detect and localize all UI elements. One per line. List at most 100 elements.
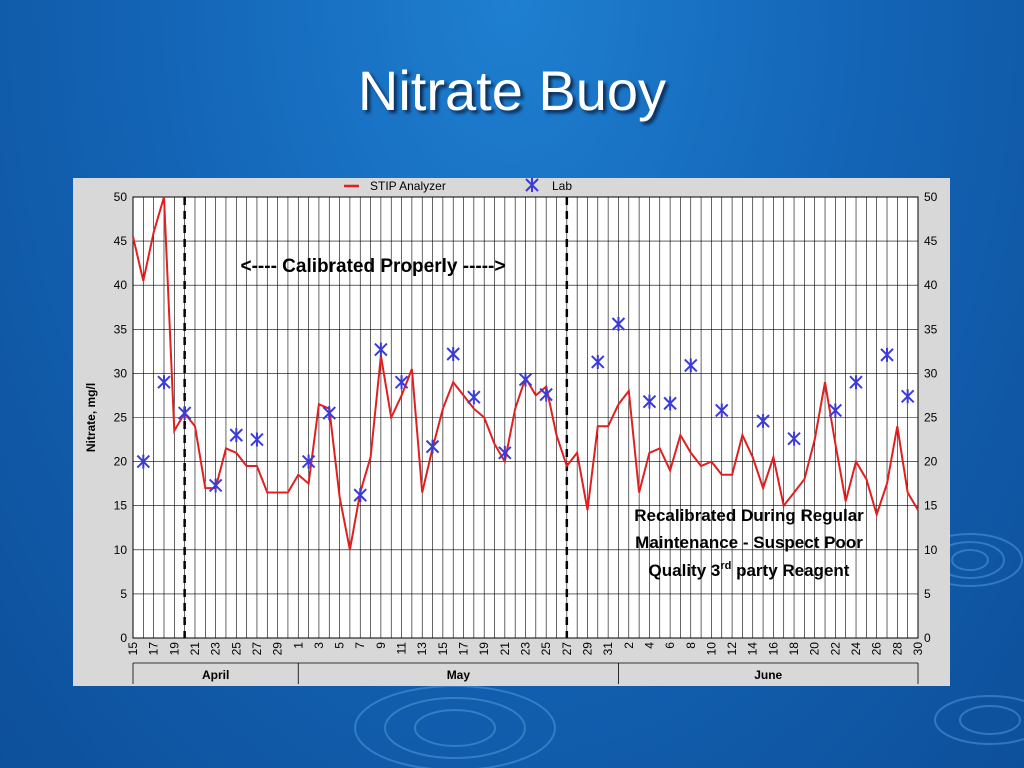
x-tick-label: 22 [828,642,842,656]
x-tick-label: 4 [642,642,656,649]
legend-label-stip: STIP Analyzer [370,179,446,193]
x-tick-label: 25 [229,642,243,656]
slide-title: Nitrate Buoy [357,59,667,122]
lab-point [787,431,801,446]
x-tick-label: 30 [911,642,925,656]
x-tick-label: 25 [539,642,553,656]
x-tick-label: 19 [167,642,181,656]
x-tick-label: 14 [746,642,760,656]
x-tick-label: 5 [333,642,347,649]
lab-point [880,347,894,362]
lab-point [425,439,440,454]
y-tick-label-left: 40 [114,278,128,292]
y-tick-label-right: 15 [924,499,938,513]
x-tick-label: 21 [498,642,512,656]
x-tick-label: 1 [291,642,305,649]
x-tick-label: 21 [188,642,202,656]
x-tick-label: 3 [312,642,326,649]
legend-swatch-lab [525,178,539,192]
x-tick-label: 15 [126,642,140,656]
legend-label-lab: Lab [552,179,572,193]
y-tick-label-left: 15 [114,499,128,513]
lab-point [208,478,223,493]
x-tick-label: 31 [601,642,615,656]
calibrated-properly-label: <---- Calibrated Properly -----> [241,256,506,277]
x-tick-label: 29 [271,642,285,656]
x-tick-label: 19 [477,642,491,656]
x-tick-label: 13 [415,642,429,656]
recalibrated-label-line2: Maintenance - Suspect Poor [635,533,863,552]
x-tick-label: 7 [353,642,367,649]
x-tick-label: 16 [766,642,780,656]
lab-point [177,406,192,421]
lab-point [374,342,388,357]
y-tick-label-right: 50 [924,190,938,204]
recalibrated-label-line3: Quality 3rd party Reagent [649,560,850,580]
x-tick-label: 18 [787,642,801,656]
lab-point [467,390,481,405]
lab-point [684,358,698,373]
y-tick-label-left: 0 [120,631,127,645]
lab-point [849,375,863,390]
lab-point [322,406,336,421]
y-tick-label-right: 40 [924,278,938,292]
lab-point [828,403,843,418]
x-tick-label: 17 [147,642,161,656]
lab-point [229,428,243,443]
y-axis-label: Nitrate, mg/l [84,383,98,452]
x-tick-label: 15 [436,642,450,656]
x-tick-label: 10 [704,642,718,656]
lab-point [539,387,553,402]
y-tick-label-right: 45 [924,234,938,248]
y-tick-label-right: 0 [924,631,931,645]
y-tick-label-left: 30 [114,366,128,380]
y-tick-label-right: 5 [924,587,931,601]
lab-point [136,454,151,469]
y-tick-label-right: 25 [924,411,938,425]
x-tick-label: 23 [519,642,533,656]
month-label: June [754,668,782,682]
y-tick-label-left: 50 [114,190,128,204]
lab-series [136,317,915,503]
lab-point [446,346,460,361]
chart-panel: 0 0 5 5 10 10 15 15 20 20 25 25 30 30 35 35 40 40 45 45 50 50… [73,178,950,686]
lab-point [394,375,409,390]
y-tick-label-left: 20 [114,455,128,469]
x-tick-label: 12 [725,642,739,656]
x-tick-label: 6 [663,642,677,649]
y-tick-label-left: 45 [114,234,128,248]
y-tick-label-right: 10 [924,543,938,557]
chart-grid [132,196,919,639]
y-tick-label-left: 25 [114,411,128,425]
lab-point [715,403,729,418]
x-tick-label: 23 [209,642,223,656]
lab-point [663,396,677,411]
chart-legend: STIP Analyzer Lab [344,178,572,193]
lab-point [353,488,367,503]
lab-point [591,354,605,369]
x-tick-label: 2 [622,642,636,649]
month-label: May [447,668,471,682]
x-tick-label: 28 [890,642,904,656]
calibration-markers [183,197,569,638]
lab-point [250,432,264,447]
lab-point [301,454,316,469]
lab-point [900,389,915,404]
x-tick-label: 27 [250,642,264,656]
chart-annotations: <---- Calibrated Properly -----> Recalib… [241,256,865,580]
lab-point [518,372,533,387]
y-tick-label-right: 20 [924,455,938,469]
x-tick-label: 29 [580,642,594,656]
y-tick-label-right: 30 [924,366,938,380]
lab-point [756,414,770,429]
x-tick-label: 11 [395,642,409,655]
y-tick-label-left: 35 [114,322,128,336]
x-tick-label: 17 [457,642,471,656]
lab-point [157,375,171,390]
x-tick-label: 24 [849,642,863,656]
y-tick-label-left: 5 [120,587,127,601]
x-tick-label: 9 [374,642,388,649]
recalibrated-label-line1: Recalibrated During Regular [634,506,864,525]
